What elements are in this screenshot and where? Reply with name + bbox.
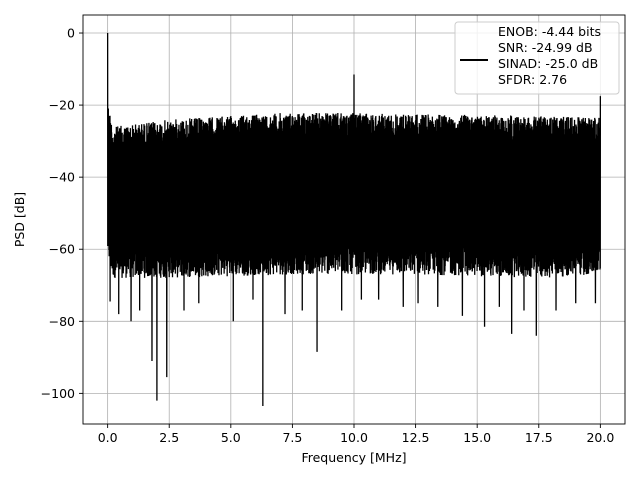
y-axis-label: PSD [dB] [12,192,27,247]
legend-box [454,21,620,95]
y-tick-label: −20 [49,98,75,113]
y-tick-label: −100 [41,386,75,401]
x-tick-label: 20.0 [586,430,614,445]
psd-trace [106,33,602,406]
x-tick-label: 2.5 [159,430,179,445]
x-tick-label: 5.0 [221,430,241,445]
y-tick-label: −80 [49,314,75,329]
x-tick-label: 15.0 [463,430,491,445]
x-axis-label: Frequency [MHz] [301,450,406,465]
y-tick-label: 0 [67,26,75,41]
x-tick-label: 17.5 [525,430,553,445]
x-tick-label: 10.0 [340,430,368,445]
axis-ticks: 0.0 2.5 5.0 7.5 10.0 12.5 15.0 17.5 20.0 0 −20 −40 −… [41,26,615,445]
x-tick-label: 0.0 [98,430,118,445]
y-tick-label: −40 [49,170,75,185]
y-tick-label: −60 [49,242,75,257]
legend-sfdr: SFDR: 2.76 [498,72,567,87]
legend-enob: ENOB: -4.44 bits [498,24,601,39]
legend-snr: SNR: -24.99 dB [498,40,593,55]
x-tick-label: 12.5 [402,430,430,445]
x-tick-label: 7.5 [282,430,302,445]
legend-sinad: SINAD: -25.0 dB [498,56,598,71]
plot-area [106,33,602,406]
legend: ENOB: -4.44 bits SNR: -24.99 dB SINAD: -… [454,21,620,95]
